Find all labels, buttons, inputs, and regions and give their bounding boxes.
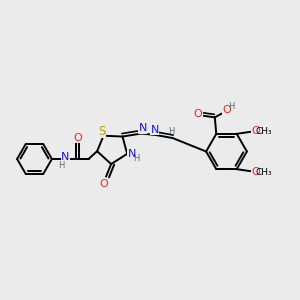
Text: O: O — [194, 109, 202, 119]
Text: CH₃: CH₃ — [255, 127, 272, 136]
Text: O: O — [223, 105, 232, 116]
Text: O: O — [252, 126, 261, 136]
Text: H: H — [58, 160, 65, 169]
Text: CH₃: CH₃ — [255, 168, 272, 177]
Text: H: H — [168, 127, 174, 136]
Text: N: N — [128, 149, 136, 159]
Text: O: O — [74, 133, 82, 143]
Text: H: H — [228, 102, 235, 111]
Text: N: N — [150, 124, 159, 135]
Text: N: N — [61, 152, 70, 163]
Text: N: N — [138, 123, 147, 133]
Text: O: O — [100, 179, 108, 189]
Text: H: H — [133, 154, 139, 163]
Text: S: S — [98, 125, 106, 138]
Text: O: O — [252, 167, 261, 177]
